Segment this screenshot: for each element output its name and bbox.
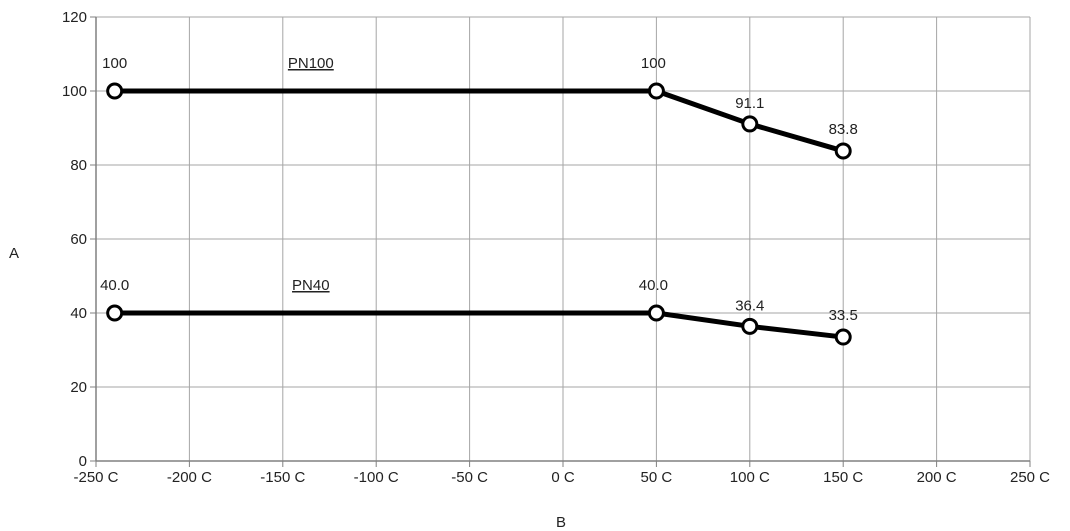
x-tick-label: -50 C (451, 469, 488, 486)
x-tick-label: -100 C (354, 469, 399, 486)
data-label: 40.0 (100, 277, 129, 294)
axes (90, 16, 1031, 467)
data-label: 100 (102, 55, 127, 72)
x-tick-label: 250 C (1010, 469, 1050, 486)
y-tick-label: 0 (79, 453, 87, 470)
series-line (114, 310, 844, 340)
series-line (114, 88, 844, 154)
data-point (741, 317, 759, 335)
data-label: 83.8 (829, 121, 858, 138)
data-point (647, 304, 665, 322)
y-tick-label: 100 (62, 83, 87, 100)
x-tick-label: -250 C (73, 469, 118, 486)
x-tick-label: 150 C (823, 469, 863, 486)
y-axis-label: A (9, 245, 19, 262)
y-tick-label: 80 (70, 157, 87, 174)
data-label: 91.1 (735, 95, 764, 112)
y-tick-label: 20 (70, 379, 87, 396)
data-label: 33.5 (829, 307, 858, 324)
data-labels: 100 100 91.1 83.8 PN100 40.0 40.0 36.4 33.5 PN40 (100, 55, 858, 324)
x-tick-label: 100 C (730, 469, 770, 486)
x-tick-label: 200 C (917, 469, 957, 486)
y-tick-label: 120 (62, 9, 87, 26)
data-label: 100 (641, 55, 666, 72)
data-label: 36.4 (735, 297, 764, 314)
series-name-label: PN100 (288, 55, 334, 72)
x-axis-label: B (556, 514, 566, 531)
y-tick-label: 40 (70, 305, 87, 322)
x-tick-label: 50 C (641, 469, 673, 486)
grid (96, 16, 1031, 461)
data-label: 40.0 (639, 277, 668, 294)
y-tick-label: 60 (70, 231, 87, 248)
data-point (106, 304, 124, 322)
x-tick-label: 0 C (551, 469, 575, 486)
series-group (106, 82, 852, 346)
series-name-label: PN40 (292, 277, 330, 294)
x-tick-label: -200 C (167, 469, 212, 486)
data-point (834, 328, 852, 346)
data-point (834, 142, 852, 160)
x-tick-label: -150 C (260, 469, 305, 486)
data-point (647, 82, 665, 100)
data-point (741, 115, 759, 133)
tick-labels: 0 20 40 60 80 100 120 -250 C -200 C -150 C -100 C -… (62, 9, 1050, 486)
data-point (106, 82, 124, 100)
